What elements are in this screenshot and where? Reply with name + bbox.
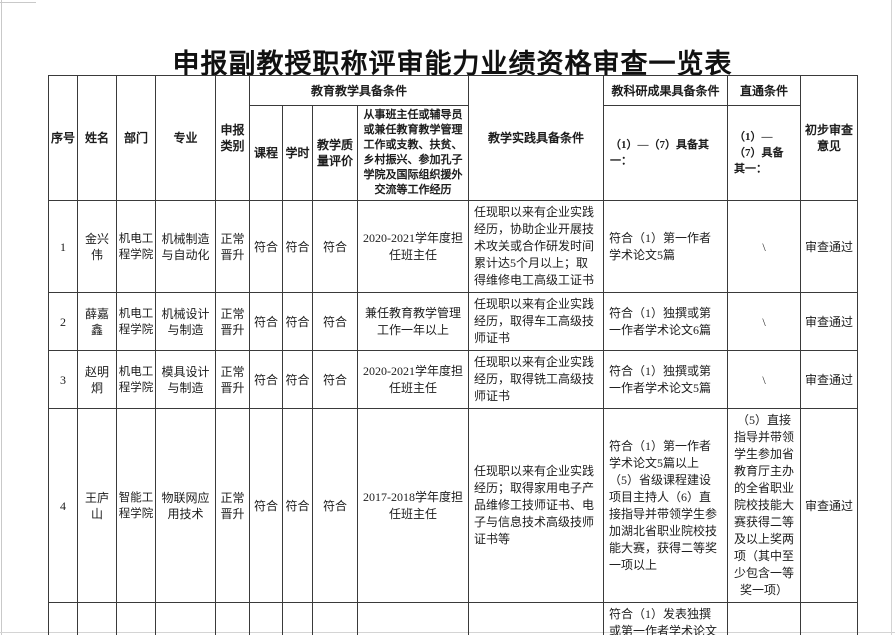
col-header-direct-sub: （1）—（7）具备其一： [727, 105, 802, 201]
cell-course: 符合 [249, 408, 283, 603]
cell-quality: 符合 [312, 602, 358, 635]
cell-research: 符合（1）独撰或第一作者学术论文5篇 [603, 350, 729, 409]
cell-hours: 符合 [282, 350, 313, 409]
cell-practice: 任现职以来有企业实践经历，取得车工高级技师证书 [468, 292, 605, 351]
cell-seq: 3 [48, 350, 78, 409]
cell-direct: \ [727, 292, 802, 351]
cell-category: 正常晋升 [215, 408, 250, 603]
cell-quality: 符合 [312, 292, 358, 351]
cell-course: 符合 [249, 602, 283, 635]
cell-research: 符合（1）独撰或第一作者学术论文6篇 [603, 292, 729, 351]
col-header-category: 申报类别 [215, 75, 250, 201]
cell-review: 审查通过 [800, 408, 859, 603]
cell-hours: 符合 [282, 292, 313, 351]
col-header-course: 课程 [249, 105, 283, 201]
table-row: 1 金兴伟 机电工程学院 机械制造与自动化 正常晋升 符合 符合 符合 2020… [48, 200, 859, 293]
table-row: 5 彭先萌 公共教育学院 大学数学 正常晋升 符合 符合 符合 2017-201… [48, 602, 859, 635]
cell-course: 符合 [249, 200, 283, 293]
cell-research: 符合（1）第一作者学术论文5篇以上（5）省级课程建设项目主持人（6）直接指导并带… [603, 408, 729, 603]
cell-research: 符合（1）第一作者学术论文5篇 [603, 200, 729, 293]
cell-dept: 机电工程学院 [116, 200, 156, 293]
cell-hours: 符合 [282, 200, 313, 293]
table-row: 4 王庐山 智能工程学院 物联网应用技术 正常晋升 符合 符合 符合 2017-… [48, 408, 859, 603]
cell-major: 模具设计与制造 [155, 350, 216, 409]
page-edge-right [891, 0, 892, 635]
col-header-major: 专业 [155, 75, 216, 201]
cell-experience: 2020-2021学年度担任班主任 [356, 200, 470, 293]
cell-review: 审查通过 [800, 200, 859, 293]
cell-name: 金兴伟 [77, 200, 117, 293]
cell-major: 物联网应用技术 [155, 408, 216, 603]
cell-practice: 任现职以来有企业实践经历；取得家用电子产品维修工技师证书、电子与信息技术高级技师… [468, 408, 605, 603]
cell-hours: 符合 [282, 408, 313, 603]
cell-direct: \ [727, 602, 802, 635]
col-header-research-sub: （1）—（7）具备其一： [603, 105, 729, 201]
cell-research: 符合（1）发表独撰或第一作者学术论文5篇以上（2）公开出版五万字以上的专著或较高… [603, 602, 729, 635]
cell-seq: 5 [48, 602, 78, 635]
col-header-name: 姓名 [77, 75, 117, 201]
page-edge-left [1, 0, 2, 635]
cell-major: 机械制造与自动化 [155, 200, 216, 293]
cell-major: 机械设计与制造 [155, 292, 216, 351]
cell-quality: 符合 [312, 350, 358, 409]
col-header-hours: 学时 [282, 105, 313, 201]
cell-dept: 公共教育学院 [116, 602, 156, 635]
cell-direct: \ [727, 350, 802, 409]
header-row-top: 序号 姓名 部门 专业 申报类别 教育教学具备条件 教学实践具备条件 教科研成果… [48, 75, 859, 201]
cell-review: 审查通过 [800, 350, 859, 409]
table-row: 2 薛嘉鑫 机电工程学院 机械设计与制造 正常晋升 符合 符合 符合 兼任教育教… [48, 292, 859, 351]
cell-quality: 符合 [312, 200, 358, 293]
header-row-sub: 课程 学时 教学质量评价 从事班主任或辅导员或兼任教育教学管理工作或支教、扶贫、… [49, 105, 858, 201]
cell-category: 正常晋升 [215, 602, 250, 635]
col-header-seq: 序号 [48, 75, 78, 201]
col-header-edu-group: 教育教学具备条件 [248, 75, 470, 106]
cell-practice: 任现职以来有企业实践经历，取得铣工高级技师证书 [468, 350, 605, 409]
cell-direct: \ [727, 200, 802, 293]
cell-practice: 任现职以来有企业实践经历，协助企业开展技术攻关或合作研发时间累计达5个月以上；取… [468, 200, 605, 293]
cell-experience: 2017-2018学年度担任班主任 [356, 408, 470, 603]
cell-seq: 1 [48, 200, 78, 293]
col-header-quality: 教学质量评价 [312, 105, 358, 201]
cell-dept: 机电工程学院 [116, 292, 156, 351]
col-header-review: 初步审查意见 [800, 75, 859, 201]
cell-name: 彭先萌 [77, 602, 117, 635]
cell-dept: 智能工程学院 [116, 408, 156, 603]
col-header-dept: 部门 [116, 75, 156, 201]
cell-review: 审查通过 [800, 292, 859, 351]
cell-practice: 指导学生参加大学生数学建模竞赛等获得市级以上奖励。 [468, 602, 605, 635]
col-header-research-group: 教科研成果具备条件 [603, 75, 729, 106]
cell-course: 符合 [249, 292, 283, 351]
cell-quality: 符合 [312, 408, 358, 603]
cell-seq: 4 [48, 408, 78, 603]
cell-course: 符合 [249, 350, 283, 409]
cell-name: 王庐山 [77, 408, 117, 603]
col-header-direct-group: 直通条件 [727, 75, 802, 106]
cell-name: 薛嘉鑫 [77, 292, 117, 351]
cell-review: 审查通过 [800, 602, 859, 635]
cell-category: 正常晋升 [215, 200, 250, 293]
page-title: 申报副教授职称评审能力业绩资格审查一览表 [172, 49, 733, 79]
col-header-experience: 从事班主任或辅导员或兼任教育教学管理工作或支教、扶贫、乡村振兴、参加孔子学院及国… [356, 105, 470, 201]
cell-name: 赵明炯 [77, 350, 117, 409]
cell-experience: 兼任教育教学管理工作一年以上 [356, 292, 470, 351]
cell-category: 正常晋升 [215, 292, 250, 351]
table-row: 3 赵明炯 机电工程学院 模具设计与制造 正常晋升 符合 符合 符合 2020-… [48, 350, 859, 409]
col-header-practice: 教学实践具备条件 [468, 75, 605, 201]
cell-dept: 机电工程学院 [116, 350, 156, 409]
page-edge-top [0, 2, 36, 3]
review-table: 序号 姓名 部门 专业 申报类别 教育教学具备条件 教学实践具备条件 教科研成果… [48, 75, 859, 635]
cell-direct: （5）直接指导并带领学生参加省教育厅主办的全省职业院校技能大赛获得二等及以上奖两… [727, 408, 802, 603]
cell-hours: 符合 [282, 602, 313, 635]
cell-experience: 2020-2021学年度担任班主任 [356, 350, 470, 409]
cell-experience: 2017-2018学年度担任班主任 [356, 602, 470, 635]
cell-seq: 2 [48, 292, 78, 351]
cell-major: 大学数学 [155, 602, 216, 635]
cell-category: 正常晋升 [215, 350, 250, 409]
